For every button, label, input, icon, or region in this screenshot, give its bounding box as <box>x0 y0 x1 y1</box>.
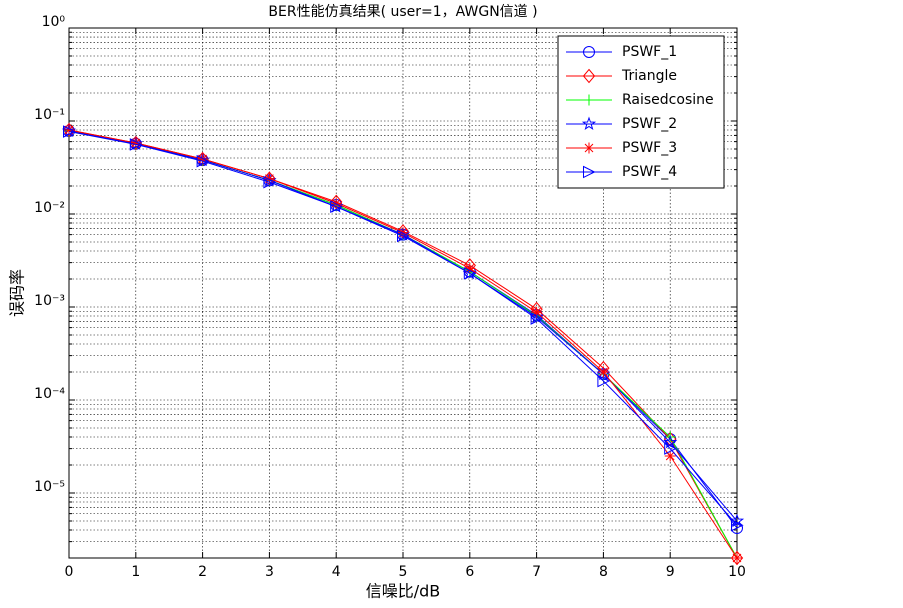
y-tick-label: 10⁻⁴ <box>34 386 65 402</box>
marker <box>730 550 744 566</box>
marker <box>583 94 595 106</box>
legend-label: Triangle <box>621 68 677 84</box>
marker <box>663 434 678 449</box>
x-tick-label: 2 <box>198 564 207 580</box>
marker <box>263 173 275 185</box>
legend-box <box>557 35 725 189</box>
x-tick-label: 7 <box>532 564 541 580</box>
marker <box>530 312 544 325</box>
x-axis-label: 信噪比/dB <box>366 582 441 601</box>
y-tick-label: 10⁻¹ <box>34 107 65 123</box>
marker <box>583 165 596 179</box>
marker <box>130 137 142 149</box>
marker <box>197 153 209 165</box>
legend: PSWF_1 Triangle Raisedcosine PSWF_2 PSWF_3 PS… <box>557 35 725 189</box>
legend-label: PSWF_1 <box>622 44 677 60</box>
legend-label: PSWF_2 <box>622 116 677 132</box>
x-tick-label: 10 <box>728 564 746 580</box>
y-tick-label: 10⁻³ <box>34 293 65 309</box>
marker <box>330 200 343 213</box>
x-tick-label: 9 <box>666 564 675 580</box>
legend-label: PSWF_4 <box>622 164 677 180</box>
marker <box>397 227 409 239</box>
marker <box>581 116 597 131</box>
x-tick-label: 8 <box>599 564 608 580</box>
marker <box>664 450 676 462</box>
marker <box>129 138 143 151</box>
series-line <box>68 131 738 526</box>
marker <box>464 262 476 274</box>
marker <box>63 125 76 138</box>
marker <box>729 513 745 528</box>
marker <box>583 142 595 154</box>
legend-label: PSWF_3 <box>622 140 677 156</box>
x-tick-label: 3 <box>265 564 274 580</box>
marker <box>731 518 744 532</box>
marker <box>582 68 596 84</box>
marker <box>129 135 142 151</box>
x-tick-label: 4 <box>332 564 341 580</box>
legend-label: Raisedcosine <box>622 92 714 108</box>
x-tick-label: 5 <box>399 564 408 580</box>
marker <box>531 306 543 318</box>
marker <box>63 124 75 136</box>
plot-frame <box>68 27 738 559</box>
y-tick-label: 10⁻² <box>34 200 65 216</box>
marker <box>263 175 277 189</box>
y-tick-label: 10⁻⁵ <box>34 479 65 495</box>
x-tick-label: 1 <box>131 564 140 580</box>
marker <box>397 229 410 243</box>
y-tick-label: 10⁰ <box>42 14 66 30</box>
y-axis-label: 误码率 <box>8 269 27 317</box>
x-tick-label: 6 <box>465 564 474 580</box>
marker <box>664 442 677 455</box>
x-tick-label: 0 <box>65 564 74 580</box>
marker <box>583 46 595 58</box>
marker <box>463 267 477 280</box>
marker <box>731 552 743 564</box>
marker <box>597 374 611 388</box>
chart-title: BER性能仿真结果( user=1，AWGN信道 ) <box>268 4 537 20</box>
marker <box>196 154 210 168</box>
marker <box>597 366 609 378</box>
